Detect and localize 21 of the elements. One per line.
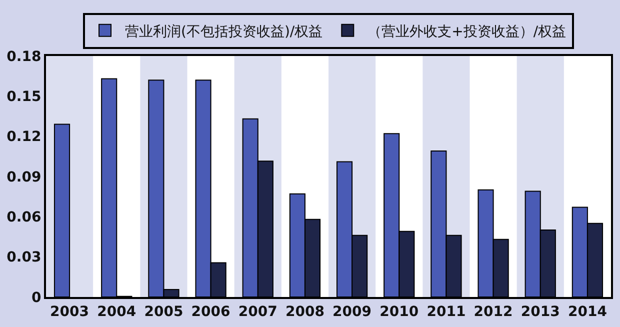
y-tick-label: 0 <box>31 290 42 306</box>
y-tick-label: 0.06 <box>6 210 42 226</box>
y-tick-label: 0.09 <box>6 169 42 186</box>
x-tick-label: 2011 <box>426 304 466 320</box>
y-tick-label: 0.15 <box>6 89 42 106</box>
x-tick-label: 2008 <box>285 304 324 320</box>
x-tick-label: 2013 <box>520 304 560 320</box>
x-tick-label: 2010 <box>380 304 419 320</box>
x-tick-label: 2007 <box>238 304 278 320</box>
y-tick-label: 0.18 <box>6 48 42 65</box>
x-tick-label: 2009 <box>332 304 372 320</box>
x-tick-label: 2014 <box>568 304 608 320</box>
y-tick-label: 0.12 <box>6 129 42 146</box>
x-tick-label: 2006 <box>191 304 230 320</box>
y-tick-label: 0.03 <box>6 250 42 266</box>
x-tick-label: 2012 <box>474 304 513 320</box>
legend-label: 营业利润(不包括投资收益)/权益 <box>125 24 323 40</box>
x-tick-label: 2004 <box>97 304 136 320</box>
x-tick-label: 2003 <box>50 304 90 320</box>
legend-label: （营业外收支+投资收益）/权益 <box>368 24 566 40</box>
x-tick-label: 2005 <box>144 304 184 320</box>
